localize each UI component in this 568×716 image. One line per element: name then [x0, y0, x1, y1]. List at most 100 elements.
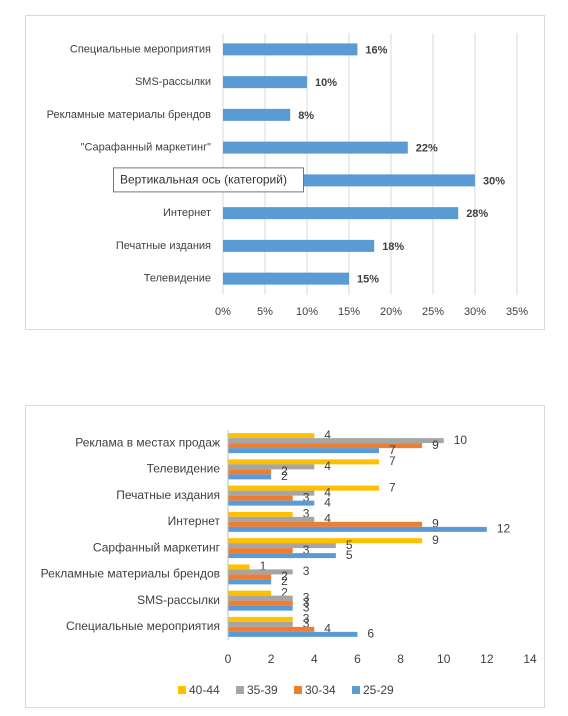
bar	[228, 526, 487, 532]
y-tick-label: Интернет	[168, 514, 221, 528]
bar	[228, 438, 444, 444]
legend-label: 30-34	[305, 683, 336, 697]
bar	[228, 569, 293, 575]
bar	[228, 485, 379, 491]
x-tick-label: 5%	[257, 306, 273, 318]
data-label: 4	[324, 428, 331, 442]
bar	[228, 495, 293, 501]
data-label: 3	[303, 543, 310, 557]
data-label: 6	[367, 627, 374, 641]
data-label: 2	[281, 469, 288, 483]
bar	[228, 448, 379, 454]
bar	[228, 595, 293, 601]
bar	[228, 564, 250, 570]
y-tick-label: Печатные издания	[116, 240, 211, 252]
x-tick-label: 14	[523, 652, 537, 666]
y-tick-label: Телевидение	[144, 273, 211, 285]
data-label: 9	[432, 438, 439, 452]
bar	[228, 621, 293, 627]
bar	[223, 43, 358, 56]
bar	[228, 516, 315, 522]
data-label: 10%	[315, 77, 337, 89]
bar	[228, 433, 315, 439]
x-tick-label: 4	[311, 652, 318, 666]
tooltip: Вертикальная ось (категорий)	[120, 173, 287, 187]
data-label: 3	[303, 612, 310, 626]
data-label: 3	[303, 490, 310, 504]
bar	[223, 239, 375, 252]
data-label: 22%	[416, 143, 438, 155]
x-tick-label: 35%	[506, 306, 528, 318]
x-tick-label: 20%	[380, 306, 402, 318]
y-tick-label: Сарфанный маркетинг	[93, 540, 221, 554]
data-label: 4	[324, 622, 331, 636]
bar	[228, 590, 272, 596]
bar	[228, 538, 423, 544]
data-label: 7	[389, 480, 396, 494]
bar	[228, 543, 336, 549]
x-tick-label: 6	[354, 652, 361, 666]
bar	[228, 469, 272, 475]
x-tick-label: 2	[268, 652, 275, 666]
bar	[228, 574, 272, 580]
bar	[228, 553, 336, 559]
data-label: 2	[281, 574, 288, 588]
y-tick-label: SMS-рассылки	[135, 76, 211, 88]
bar	[223, 272, 349, 285]
bar	[228, 443, 423, 449]
data-label: 9	[432, 517, 439, 531]
bar	[223, 108, 291, 121]
chart-1: 0% 5% 10% 15% 20% 25% 30% 35% 16% Специальные мер…	[47, 33, 528, 318]
data-label: 9	[432, 533, 439, 547]
legend-label: 25-29	[363, 683, 394, 697]
bar	[228, 511, 293, 517]
data-label: 28%	[466, 208, 488, 220]
bar	[228, 490, 315, 496]
legend-label: 40-44	[189, 683, 220, 697]
x-tick-label: 30%	[464, 306, 486, 318]
y-tick-label: Печатные издания	[116, 488, 220, 502]
y-tick-label: Телевидение	[147, 462, 221, 476]
legend-swatch	[236, 686, 244, 694]
bar	[228, 626, 315, 632]
bar	[228, 631, 358, 637]
bar	[223, 207, 459, 220]
data-label: 12	[497, 522, 511, 536]
bar	[223, 76, 307, 89]
data-label: 3	[303, 595, 310, 609]
data-label: 3	[303, 590, 310, 604]
data-label: 3	[303, 507, 310, 521]
x-tick-label: 10%	[296, 306, 318, 318]
bar	[228, 605, 293, 611]
data-label: 2	[281, 585, 288, 599]
y-tick-label: Рекламные материалы брендов	[47, 109, 212, 121]
data-label: 4	[324, 459, 331, 473]
data-label: 4	[324, 512, 331, 526]
y-tick-label: Специальные мероприятия	[66, 619, 220, 633]
x-tick-label: 12	[480, 652, 494, 666]
bar	[228, 521, 423, 527]
bar	[228, 600, 293, 606]
data-label: 10	[454, 433, 468, 447]
bar	[228, 474, 272, 480]
bar	[228, 464, 315, 470]
bar	[228, 500, 315, 506]
tooltip-box	[113, 167, 304, 193]
bar	[228, 616, 293, 622]
x-tick-label: 8	[397, 652, 404, 666]
x-tick-label: 10	[437, 652, 451, 666]
legend-label: 35-39	[247, 683, 278, 697]
data-label: 16%	[365, 44, 387, 56]
data-label: 3	[303, 564, 310, 578]
data-label: 4	[324, 485, 331, 499]
data-label: 18%	[382, 241, 404, 253]
y-tick-label: Реклама в местах продаж	[75, 435, 220, 449]
data-label: 3	[303, 617, 310, 631]
data-label: 1	[260, 559, 267, 573]
y-tick-label: SMS-рассылки	[137, 593, 220, 607]
x-tick-label: 15%	[338, 306, 360, 318]
y-tick-label: "Сарафанный маркетинг"	[81, 142, 212, 154]
data-label: 2	[281, 569, 288, 583]
